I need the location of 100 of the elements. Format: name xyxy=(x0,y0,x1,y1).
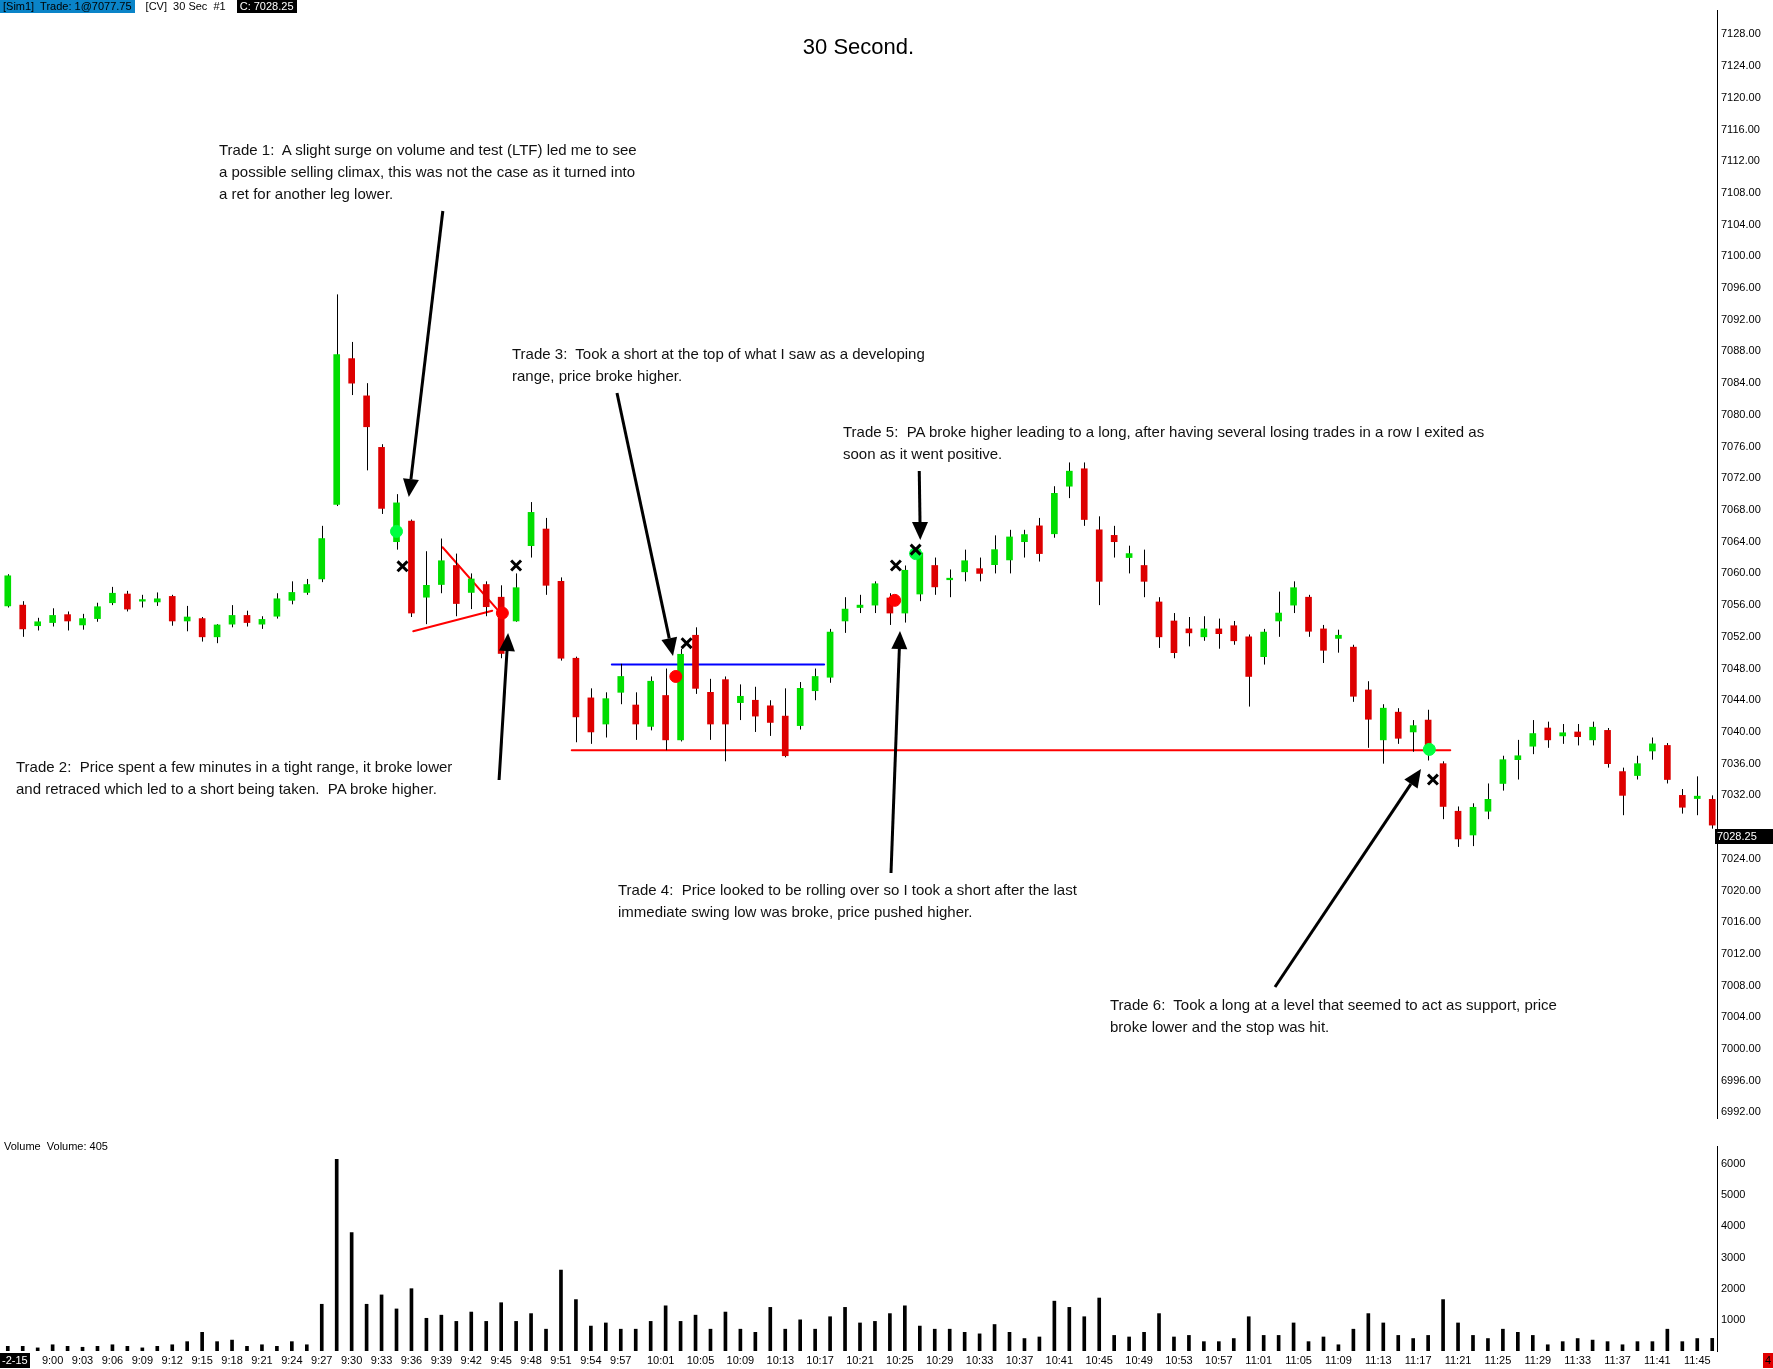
x-tick-label: 9:45 xyxy=(490,1353,512,1366)
annotation: Trade 5: PA broke higher leading to a long, after having several losing trades in a row I exited as soon as it went positive. xyxy=(843,422,1485,464)
x-tick-label: 11:01 xyxy=(1245,1353,1273,1366)
y-tick-label: 7076.00 xyxy=(1721,439,1761,452)
candlestick xyxy=(183,605,191,632)
bar xyxy=(888,1313,892,1351)
y-tick-label: 7112.00 xyxy=(1721,154,1760,167)
bar xyxy=(574,1299,578,1351)
bar xyxy=(1560,1341,1565,1351)
y-tick-label: 6000 xyxy=(1721,1157,1746,1170)
bar xyxy=(1187,1335,1191,1351)
point xyxy=(396,559,409,573)
y-tick-label: 5000 xyxy=(1721,1188,1746,1201)
annotation: C: 7028.25 xyxy=(236,0,297,13)
y-tick-label: 7100.00 xyxy=(1721,249,1761,262)
x-tick-label: 9:21 xyxy=(251,1353,273,1366)
point xyxy=(390,524,404,538)
y-tick-label: 1000 xyxy=(1721,1312,1746,1325)
bar xyxy=(185,1341,190,1351)
bar xyxy=(1157,1313,1161,1351)
candlestick xyxy=(198,616,206,643)
x-tick-label: 10:17 xyxy=(806,1353,834,1366)
bar xyxy=(828,1316,832,1351)
candlestick xyxy=(961,549,968,582)
bar xyxy=(304,1344,309,1351)
bar xyxy=(1396,1335,1401,1351)
y-tick-label: 4000 xyxy=(1721,1219,1746,1232)
bar xyxy=(20,1346,25,1351)
y-tick-label: 7032.00 xyxy=(1721,788,1761,801)
x-tick-label: 11:41 xyxy=(1644,1353,1671,1366)
bar xyxy=(633,1328,638,1351)
bar xyxy=(858,1322,862,1351)
bar xyxy=(648,1321,653,1351)
x-tick-label: 10:25 xyxy=(886,1353,914,1366)
y-tick-label: 2000 xyxy=(1721,1281,1746,1294)
x-tick-label: 10:01 xyxy=(646,1353,675,1366)
x-tick-label: 9:27 xyxy=(311,1353,333,1366)
candlestick xyxy=(752,686,759,733)
x-tick-label: 9:51 xyxy=(550,1353,572,1366)
bar xyxy=(1172,1336,1176,1351)
y-tick-label: 7004.00 xyxy=(1721,1010,1761,1023)
bar xyxy=(1411,1338,1416,1351)
annotation: Trade 3: Took a short at the top of what I saw as a developing range, price broke higher. xyxy=(512,344,925,386)
x-tick-label: 9:42 xyxy=(460,1353,482,1366)
bar xyxy=(798,1319,803,1351)
candlestick xyxy=(1649,737,1656,761)
y-tick-label: 7092.00 xyxy=(1721,312,1761,325)
bar xyxy=(1486,1338,1490,1351)
y-tick-label: 7096.00 xyxy=(1721,281,1761,294)
y-tick-label: 7036.00 xyxy=(1721,756,1761,769)
candlestick xyxy=(124,590,131,612)
y-tick-label: 7120.00 xyxy=(1721,90,1761,103)
bar xyxy=(155,1346,160,1351)
candlestick xyxy=(766,699,774,737)
point xyxy=(495,606,509,620)
candlestick xyxy=(1006,529,1013,574)
candlestick xyxy=(632,691,640,741)
y-tick-label: 7044.00 xyxy=(1721,693,1761,706)
candlestick xyxy=(482,580,490,617)
bar xyxy=(1710,1338,1715,1351)
candlestick xyxy=(1125,545,1133,574)
bar xyxy=(245,1346,249,1351)
x-tick-label: 9:00 xyxy=(41,1353,64,1366)
x-tick-label: 9:03 xyxy=(71,1353,94,1366)
bar xyxy=(260,1344,264,1351)
annotation: Trade 4: Price looked to be rolling over so I took a short after the last immediate swing low was broke, price pushed higher. xyxy=(618,880,1077,922)
candlestick xyxy=(1634,755,1641,781)
x-tick-label: 11:09 xyxy=(1325,1353,1352,1366)
x-tick-label: 9:30 xyxy=(340,1353,363,1366)
y-tick-label: 7056.00 xyxy=(1721,598,1761,611)
x-tick-label: 10:57 xyxy=(1205,1353,1233,1366)
bar xyxy=(469,1311,474,1351)
x-tick-label: 11:17 xyxy=(1404,1353,1432,1366)
candlestick xyxy=(811,668,819,701)
y-tick-label: 7024.00 xyxy=(1721,851,1761,864)
x-tick-label: 9:06 xyxy=(101,1353,124,1366)
x-tick-label: 10:45 xyxy=(1085,1353,1113,1366)
candlestick xyxy=(1514,739,1522,781)
bar xyxy=(1530,1335,1535,1351)
y-tick-label: 7088.00 xyxy=(1721,344,1761,357)
bar xyxy=(275,1346,279,1351)
bar xyxy=(35,1347,40,1351)
candlestick xyxy=(1678,788,1686,815)
annotation: 7028.25 xyxy=(1715,829,1773,844)
x-tick-label: 11:13 xyxy=(1364,1353,1392,1366)
bar xyxy=(873,1321,877,1351)
candlestick xyxy=(617,663,625,705)
candlestick xyxy=(1290,580,1297,614)
y-tick-label: 7068.00 xyxy=(1721,503,1761,516)
bar xyxy=(768,1307,773,1351)
candlestick xyxy=(109,586,116,606)
y-tick-label: 7080.00 xyxy=(1721,407,1761,420)
candlestick xyxy=(1275,591,1282,638)
x-tick-label: 11:37 xyxy=(1604,1353,1631,1366)
x-tick-label: 11:33 xyxy=(1564,1353,1592,1366)
bar xyxy=(603,1322,608,1351)
point xyxy=(1422,742,1436,756)
x-tick-label: 9:24 xyxy=(281,1353,303,1366)
y-tick-label: 7116.00 xyxy=(1721,122,1760,135)
point xyxy=(1426,773,1440,786)
